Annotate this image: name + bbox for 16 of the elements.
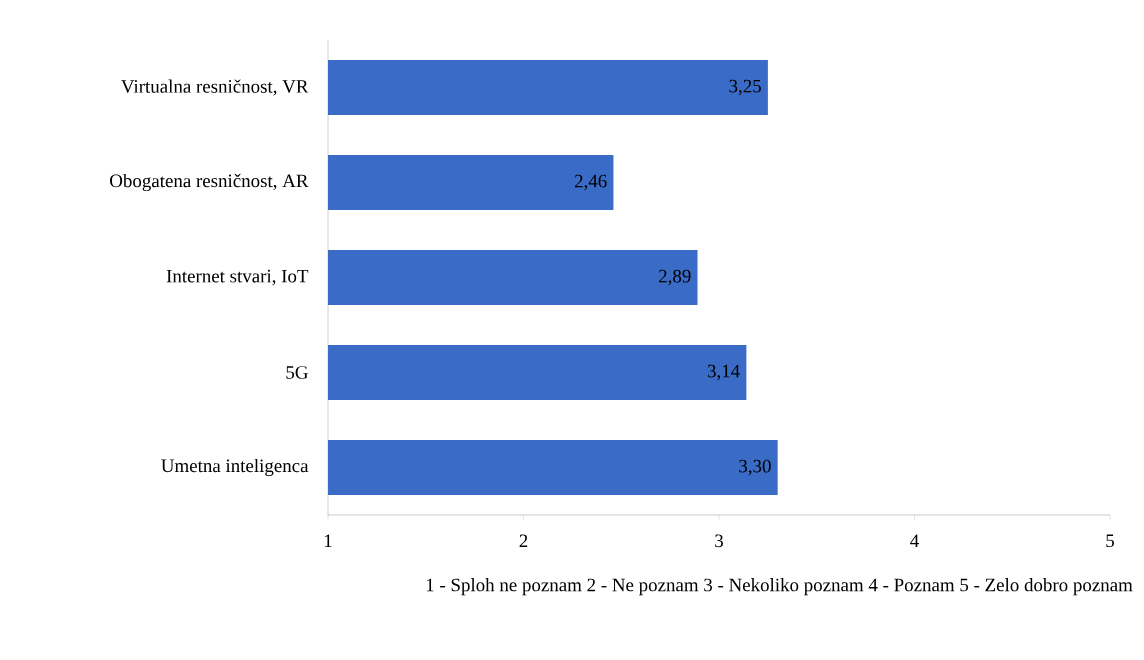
y-tick-label: Internet stvari, IoT	[166, 269, 309, 286]
x-tick-label: 1	[324, 534, 332, 547]
y-tick-label: Virtualna resničnost, VR	[121, 79, 309, 96]
x-tick-label: 5	[1106, 534, 1114, 548]
y-tick-label: 5G	[286, 366, 308, 379]
x-tick-label: 2	[519, 534, 528, 548]
y-tick-label: Obogatena resničnost, AR	[110, 173, 309, 192]
data-label: 2,46	[574, 174, 607, 191]
data-label: 3,30	[739, 459, 771, 476]
x-tick-label: 4	[910, 534, 919, 547]
data-label: 3,25	[729, 79, 761, 96]
y-tick-label: Umetna inteligenca	[161, 458, 309, 477]
data-label: 2,89	[659, 269, 691, 286]
x-tick-label: 3	[715, 534, 723, 548]
x-axis-title: 1 - Sploh ne poznam 2 - Ne poznam 3 - Nekoliko poznam 4 - Poznam 5 - Zelo dobro poznam	[426, 578, 1133, 596]
data-label: 3,14	[707, 364, 740, 381]
